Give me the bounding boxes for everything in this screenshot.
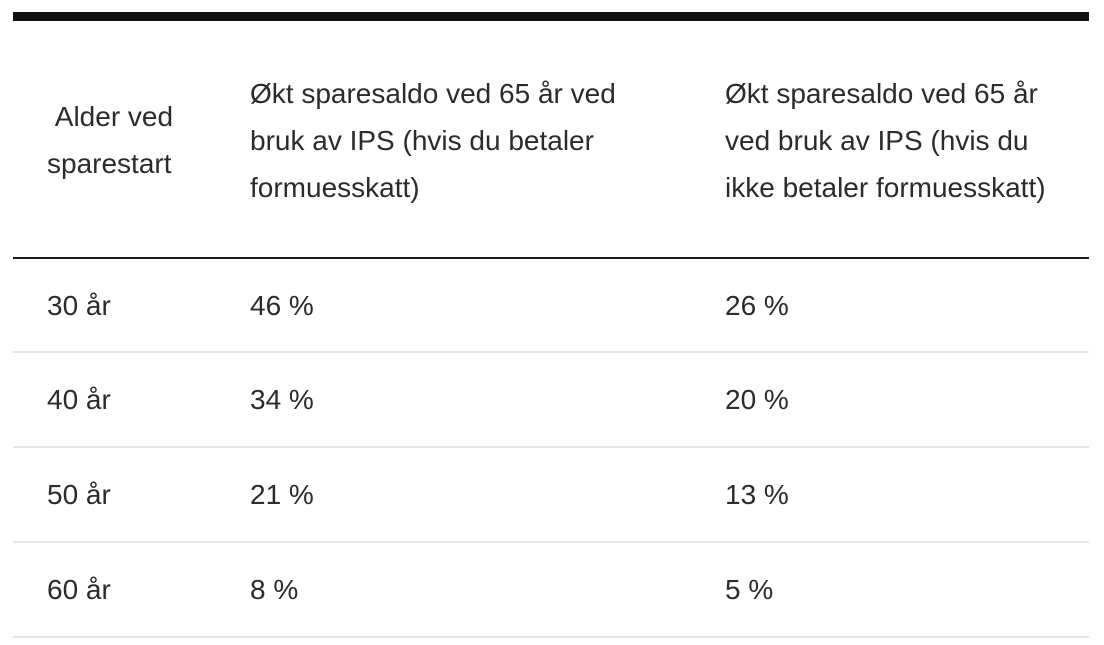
cell-with-wealth-tax: 34 % bbox=[216, 352, 691, 448]
header-without-wealth-tax: Økt sparesaldo ved 65 år ved bruk av IPS… bbox=[691, 21, 1089, 259]
cell-age: 60 år bbox=[13, 542, 216, 638]
cell-with-wealth-tax: 21 % bbox=[216, 447, 691, 543]
ips-comparison-table: Alder ved sparestart Økt sparesaldo ved … bbox=[13, 21, 1089, 638]
table-row: 50 år 21 % 13 % bbox=[13, 447, 1089, 543]
cell-age: 50 år bbox=[13, 447, 216, 543]
header-age-text: Alder ved sparestart bbox=[47, 101, 174, 179]
table-header: Alder ved sparestart Økt sparesaldo ved … bbox=[13, 21, 1089, 259]
table-row: 60 år 8 % 5 % bbox=[13, 542, 1089, 638]
cell-age: 40 år bbox=[13, 352, 216, 448]
table-row: 30 år 46 % 26 % bbox=[13, 258, 1089, 353]
header-age-at-start: Alder ved sparestart bbox=[13, 21, 216, 259]
table-top-rule bbox=[13, 12, 1089, 21]
cell-without-wealth-tax: 20 % bbox=[691, 352, 1089, 448]
cell-without-wealth-tax: 26 % bbox=[691, 258, 1089, 353]
header-without-wealth-tax-text: Økt sparesaldo ved 65 år ved bruk av IPS… bbox=[725, 77, 1046, 203]
cell-age: 30 år bbox=[13, 258, 216, 353]
header-with-wealth-tax-text: Økt sparesaldo ved 65 år ved bruk av IPS… bbox=[250, 77, 616, 203]
header-row: Alder ved sparestart Økt sparesaldo ved … bbox=[13, 21, 1089, 259]
table-body: 30 år 46 % 26 % 40 år 34 % 20 % 50 år 21… bbox=[13, 258, 1089, 638]
cell-without-wealth-tax: 13 % bbox=[691, 447, 1089, 543]
table-row: 40 år 34 % 20 % bbox=[13, 352, 1089, 448]
cell-with-wealth-tax: 46 % bbox=[216, 258, 691, 353]
cell-with-wealth-tax: 8 % bbox=[216, 542, 691, 638]
ips-comparison-table-container: Alder ved sparestart Økt sparesaldo ved … bbox=[13, 12, 1089, 638]
header-with-wealth-tax: Økt sparesaldo ved 65 år ved bruk av IPS… bbox=[216, 21, 691, 259]
cell-without-wealth-tax: 5 % bbox=[691, 542, 1089, 638]
